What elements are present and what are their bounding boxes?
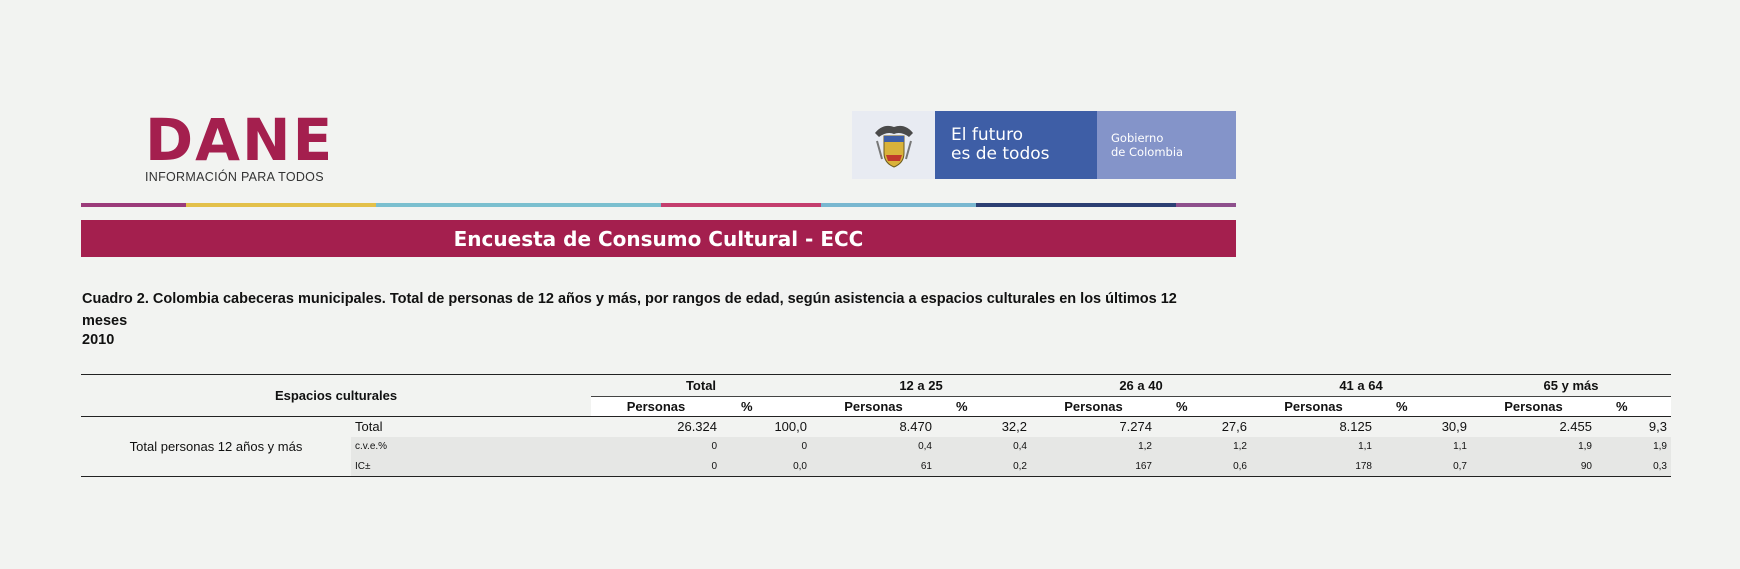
persons-header: Personas bbox=[811, 396, 936, 417]
table-row: c.v.e.% 0 0 0,4 0,4 1,2 1,2 1,1 1,1 1,9 … bbox=[81, 436, 1671, 457]
gov-slogan: El futuro es de todos bbox=[935, 111, 1097, 179]
gobierno-logo: El futuro es de todos Gobierno de Colomb… bbox=[852, 111, 1236, 179]
table-cell: 0 bbox=[801, 441, 807, 452]
color-stripe bbox=[81, 203, 1236, 207]
table-cell: 27,6 bbox=[1221, 419, 1247, 435]
table-cell: 1,1 bbox=[1358, 441, 1372, 452]
table-cell: 1,2 bbox=[1233, 441, 1247, 452]
row-kind: IC± bbox=[355, 460, 371, 472]
table-cell: 100,0 bbox=[774, 419, 807, 435]
table-cell: 30,9 bbox=[1441, 419, 1467, 435]
gov-slogan-line2: es de todos bbox=[951, 144, 1050, 164]
group-header: Total bbox=[591, 374, 811, 397]
table-year: 2010 bbox=[82, 332, 115, 348]
group-header: 41 a 64 bbox=[1251, 374, 1471, 397]
table-cell: 0,7 bbox=[1453, 460, 1467, 472]
table-cell: 61 bbox=[920, 460, 932, 472]
row-label: Total personas 12 años y más bbox=[81, 416, 351, 477]
corner-header: Espacios culturales bbox=[274, 388, 398, 403]
survey-banner: Encuesta de Consumo Cultural - ECC bbox=[81, 220, 1236, 257]
dane-logo-word: DANE bbox=[145, 106, 335, 174]
table-cell: 7.274 bbox=[1119, 419, 1152, 435]
table-cell: 0,6 bbox=[1233, 460, 1247, 472]
table-cell: 167 bbox=[1135, 460, 1152, 472]
table-caption: Cuadro 2. Colombia cabeceras municipales… bbox=[82, 291, 1177, 329]
gov-name: Gobierno de Colombia bbox=[1097, 111, 1236, 179]
percent-header: % bbox=[1376, 396, 1471, 417]
table-cell: 9,3 bbox=[1648, 419, 1667, 435]
percent-header: % bbox=[721, 396, 811, 417]
group-header: 12 a 25 bbox=[811, 374, 1031, 397]
dane-logo: DANE INFORMACIÓN PARA TODOS bbox=[145, 106, 375, 184]
group-header: 26 a 40 bbox=[1031, 374, 1251, 397]
table-cell: 0,4 bbox=[918, 441, 932, 452]
table-row: IC± 0 0,0 61 0,2 167 0,6 178 0,7 90 0,3 bbox=[81, 456, 1671, 477]
persons-header: Personas bbox=[591, 396, 721, 417]
persons-header: Personas bbox=[1031, 396, 1156, 417]
percent-header: % bbox=[1156, 396, 1251, 417]
data-table: Espacios culturales Total 12 a 25 26 a 4… bbox=[81, 374, 1671, 477]
row-kind: c.v.e.% bbox=[355, 441, 388, 452]
table-cell: 1,2 bbox=[1138, 441, 1152, 452]
percent-header: % bbox=[936, 396, 1031, 417]
table-cell: 0 bbox=[711, 460, 717, 472]
table-cell: 1,1 bbox=[1453, 441, 1467, 452]
table-header-groups: Espacios culturales Total 12 a 25 26 a 4… bbox=[81, 374, 1671, 403]
table-cell: 0,0 bbox=[793, 460, 807, 472]
table-cell: 32,2 bbox=[1001, 419, 1027, 435]
table-cell: 178 bbox=[1355, 460, 1372, 472]
gov-name-line1: Gobierno bbox=[1111, 131, 1164, 145]
table-cell: 26.324 bbox=[677, 419, 717, 435]
table-cell: 0,3 bbox=[1653, 460, 1667, 472]
coat-of-arms-icon bbox=[852, 111, 935, 179]
table-header-sub: Personas % Personas % Personas % Persona… bbox=[81, 396, 1671, 417]
table-cell: 2.455 bbox=[1559, 419, 1592, 435]
gov-slogan-line1: El futuro bbox=[951, 125, 1024, 145]
table-cell: 1,9 bbox=[1653, 441, 1667, 452]
table-cell: 0,2 bbox=[1013, 460, 1027, 472]
percent-header: % bbox=[1596, 396, 1671, 417]
table-cell: 1,9 bbox=[1578, 441, 1592, 452]
persons-header: Personas bbox=[1251, 396, 1376, 417]
table-cell: 8.125 bbox=[1339, 419, 1372, 435]
group-header: 65 y más bbox=[1471, 374, 1671, 397]
persons-header: Personas bbox=[1471, 396, 1596, 417]
table-row: Total personas 12 años y más Total 26.32… bbox=[81, 416, 1671, 477]
table-cell: 0 bbox=[711, 441, 717, 452]
dane-logo-tagline: INFORMACIÓN PARA TODOS bbox=[145, 170, 324, 184]
row-kind: Total bbox=[355, 419, 383, 435]
table-cell: 0,4 bbox=[1013, 441, 1027, 452]
gov-name-line2: de Colombia bbox=[1111, 145, 1184, 159]
table-cell: 8.470 bbox=[899, 419, 932, 435]
table-cell: 90 bbox=[1580, 460, 1592, 472]
